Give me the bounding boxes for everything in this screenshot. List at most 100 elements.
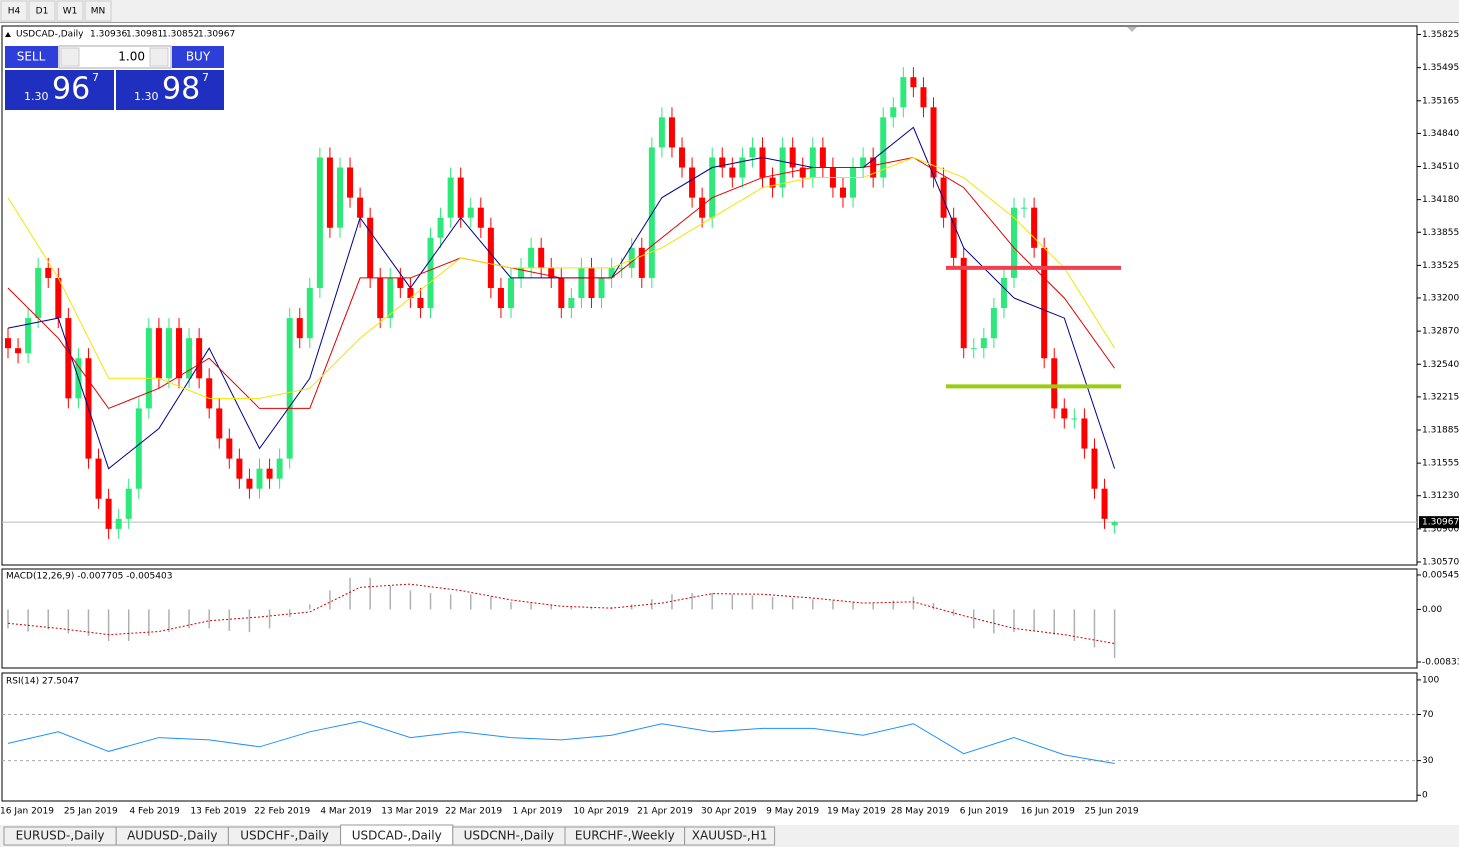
- candle-body: [970, 348, 977, 350]
- timeframe-button[interactable]: [28, 0, 56, 22]
- candle-body: [397, 277, 404, 288]
- volume-down[interactable]: [60, 47, 80, 67]
- candle-body: [417, 298, 424, 309]
- y-tick-label: 1.32215: [1422, 392, 1459, 402]
- candle-body: [638, 247, 645, 278]
- x-tick-label: 4 Feb 2019: [129, 807, 180, 817]
- tab-label: EURCHF-,Weekly: [575, 829, 675, 843]
- candle-body: [960, 257, 967, 349]
- candle-body: [799, 167, 806, 178]
- timeframe-button[interactable]: [0, 0, 28, 22]
- candle-body: [779, 147, 786, 188]
- x-tick-label: 22 Feb 2019: [254, 807, 310, 817]
- candle-body: [457, 177, 464, 218]
- candle-body: [467, 207, 474, 218]
- candle-body: [1101, 488, 1108, 519]
- y-tick-label: 0: [1422, 791, 1428, 801]
- candle-body: [326, 157, 333, 228]
- rsi-panel: [1, 672, 1418, 802]
- candle-body: [568, 298, 575, 309]
- volume-input[interactable]: [58, 45, 172, 69]
- candle-body: [55, 277, 62, 319]
- candle-body: [518, 267, 525, 278]
- x-tick-label: 28 May 2019: [891, 807, 950, 817]
- candle-body: [427, 237, 434, 309]
- y-tick-label: 1.34840: [1422, 129, 1459, 139]
- candle-body: [658, 117, 665, 148]
- buy-price-box[interactable]: [116, 70, 224, 110]
- candle-body: [839, 187, 846, 198]
- candle-body: [35, 267, 42, 319]
- x-tick-label: 13 Feb 2019: [190, 807, 246, 817]
- candle-body: [25, 318, 32, 354]
- candle-body: [407, 287, 414, 299]
- timeframe-label: H4: [8, 7, 21, 17]
- candle-body: [316, 157, 323, 288]
- candle-body: [890, 107, 897, 118]
- x-tick-label: 22 Mar 2019: [445, 807, 502, 817]
- buy-button[interactable]: [172, 46, 224, 68]
- candle-body: [5, 338, 11, 349]
- candle-body: [95, 458, 102, 499]
- sell-button[interactable]: [5, 46, 58, 68]
- sell-price-box[interactable]: [5, 70, 114, 110]
- candle-body: [236, 458, 243, 479]
- timeframe-button[interactable]: [84, 0, 112, 22]
- candle-body: [437, 217, 444, 238]
- sell-label: SELL: [17, 50, 46, 64]
- candle-body: [689, 167, 696, 198]
- y-tick-label: 1.33855: [1422, 228, 1459, 238]
- candle-body: [1111, 522, 1118, 526]
- candle-body: [1041, 247, 1048, 359]
- timeframe-button[interactable]: [56, 0, 84, 22]
- candle-body: [1011, 207, 1017, 278]
- candle-body: [377, 277, 384, 319]
- x-tick-label: 16 Jun 2019: [1021, 807, 1075, 817]
- candle-body: [165, 328, 172, 379]
- y-tick-label: 30: [1422, 756, 1434, 766]
- chart-title: USDCAD-,Daily: [16, 30, 84, 40]
- y-tick-label: 1.34180: [1422, 195, 1459, 205]
- candle-body: [497, 287, 504, 309]
- candle-body: [155, 328, 162, 379]
- candle-body: [950, 217, 957, 258]
- candle-body: [528, 247, 535, 268]
- candle-body: [508, 277, 514, 309]
- y-tick-label: 1.35495: [1422, 63, 1459, 73]
- y-tick-label: 0.005454: [1422, 570, 1459, 580]
- candle-body: [598, 277, 605, 299]
- candle-body: [45, 267, 52, 278]
- tab-label: USDCHF-,Daily: [240, 829, 328, 843]
- moving-average: [7, 156, 1116, 399]
- x-tick-label: 9 May 2019: [766, 807, 819, 817]
- candle-body: [880, 117, 887, 178]
- candle-body: [940, 177, 947, 218]
- candle-body: [910, 77, 917, 88]
- volume-up[interactable]: [149, 47, 169, 67]
- candle-body: [367, 217, 374, 278]
- candle-body: [1000, 277, 1007, 309]
- candle-body: [196, 338, 203, 379]
- x-tick-label: 21 Apr 2019: [637, 807, 693, 817]
- candle-body: [145, 328, 152, 409]
- y-tick-label: 1.33525: [1422, 261, 1459, 271]
- ohlc-value: 1.30852: [162, 30, 199, 40]
- candle-body: [176, 328, 183, 379]
- timeframe-label: W1: [63, 7, 78, 17]
- timeframe-label: MN: [91, 7, 106, 17]
- tab-label: EURUSD-,Daily: [16, 829, 105, 843]
- candle-body: [336, 167, 343, 228]
- x-tick-label: 16 Jan 2019: [0, 807, 54, 817]
- candle-body: [739, 157, 746, 178]
- y-tick-label: 1.30570: [1422, 557, 1459, 567]
- x-tick-label: 25 Jan 2019: [64, 807, 118, 817]
- candle-body: [980, 338, 987, 349]
- tab-label: USDCNH-,Daily: [464, 829, 555, 843]
- candle-body: [216, 408, 223, 439]
- sell-prefix: 1.30: [24, 90, 49, 103]
- toolbar: [0, 0, 1459, 22]
- candle-body: [306, 287, 313, 339]
- sell-sup: 7: [92, 71, 99, 84]
- tab[interactable]: [684, 826, 776, 846]
- candle-body: [990, 308, 997, 339]
